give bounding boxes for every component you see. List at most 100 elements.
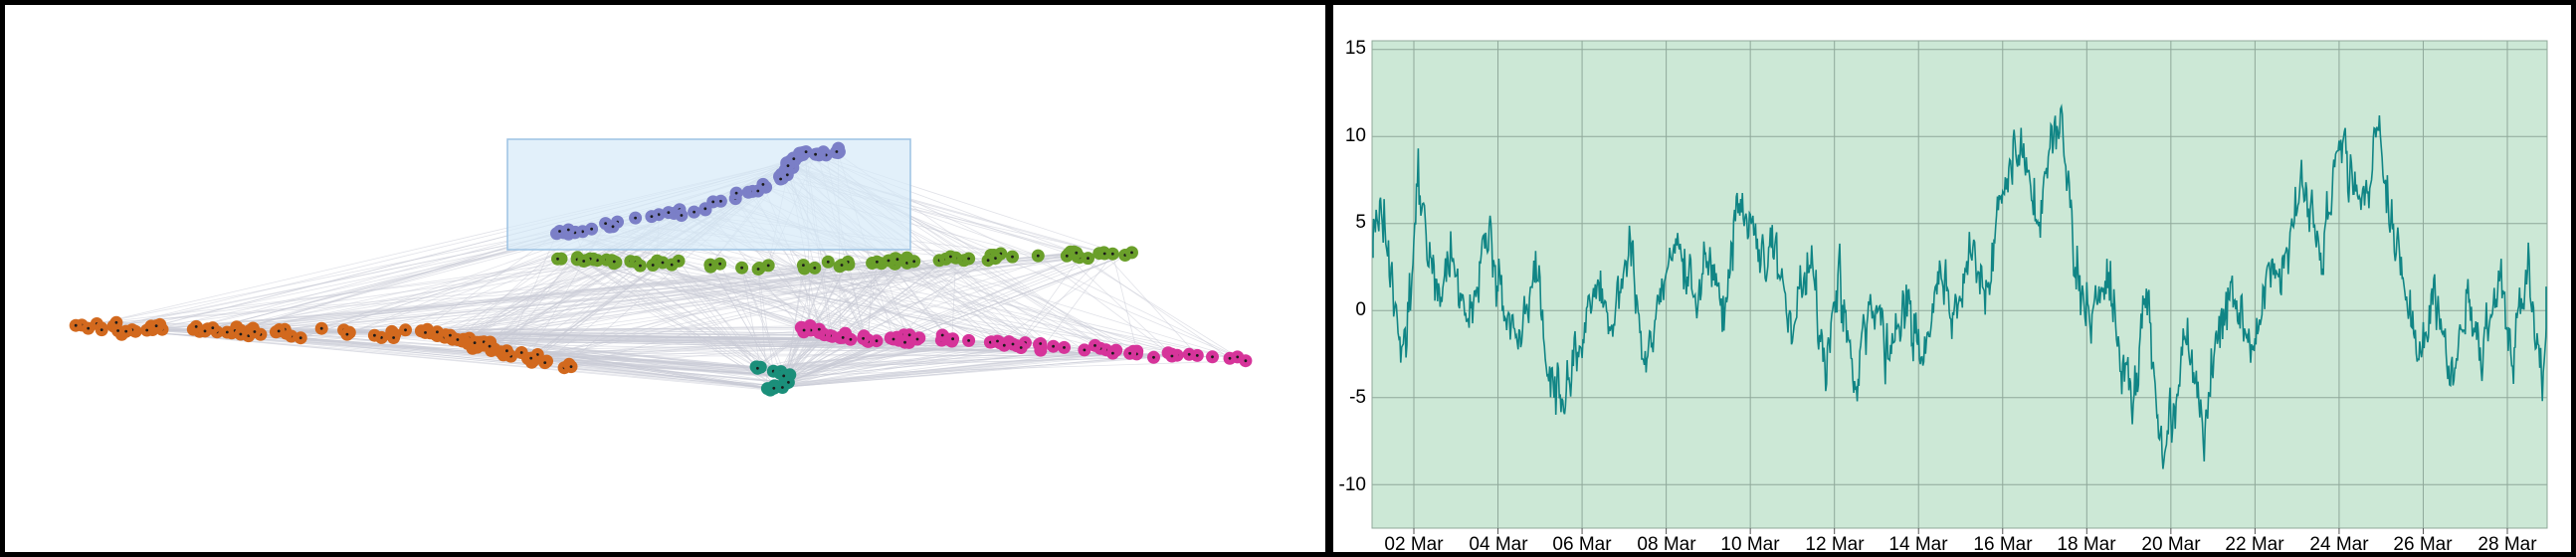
graph-edge	[789, 340, 878, 376]
graph-node-center	[892, 337, 895, 341]
graph-edge	[773, 260, 891, 389]
graph-edge	[773, 347, 1041, 372]
graph-node-center	[1052, 344, 1055, 348]
graph-edge	[803, 253, 1113, 331]
y-tick-label: -5	[1349, 387, 1366, 408]
graph-node-center	[87, 326, 91, 330]
graph-node-center	[558, 230, 561, 233]
x-tick-label: 20 Mar	[2141, 534, 2201, 552]
graph-node-center	[1170, 354, 1174, 358]
graph-node-center	[677, 260, 681, 263]
graph-edge	[614, 261, 811, 326]
graph-edge	[741, 268, 761, 368]
graph-node-center	[253, 330, 257, 333]
graph-node-center	[535, 353, 539, 356]
graph-node-center	[1087, 257, 1090, 260]
graph-node-center	[1152, 355, 1155, 359]
graph-edge	[421, 330, 825, 336]
graph-edge	[783, 360, 1246, 377]
graph-edge	[755, 260, 890, 368]
x-tick-label: 24 Mar	[2309, 534, 2369, 552]
graph-node-center	[114, 320, 118, 324]
graph-node-center	[835, 150, 839, 153]
graph-node-center	[345, 332, 349, 336]
y-tick-label: 10	[1345, 125, 1366, 146]
graph-edge	[773, 258, 969, 372]
graph-node-center	[611, 225, 615, 229]
graph-node-center	[657, 213, 661, 217]
x-tick-label: 12 Mar	[1805, 534, 1865, 552]
graph-edge	[1016, 253, 1105, 346]
graph-edge	[463, 340, 777, 387]
graph-edge	[782, 353, 1172, 388]
graph-node-center	[505, 349, 508, 353]
graph-node-center	[949, 255, 952, 259]
graph-edge	[789, 347, 1022, 376]
graph-node-center	[1002, 343, 1006, 347]
graph-edge	[822, 251, 1072, 334]
graph-edge	[757, 269, 774, 372]
horizontal-gridlines	[1372, 49, 2547, 485]
graph-node-center	[1063, 346, 1066, 349]
graph-node-center	[849, 337, 853, 341]
graph-node-center	[116, 329, 119, 332]
graph-node-center	[817, 327, 821, 331]
graph-edge	[465, 259, 594, 340]
graph-edge	[1111, 254, 1138, 352]
graph-node-center	[802, 328, 806, 332]
graph-node-center	[1111, 351, 1114, 355]
graph-edge	[755, 257, 907, 368]
graph-node-center	[582, 260, 586, 263]
graph-edge	[785, 340, 969, 378]
graph-edge	[998, 255, 1126, 342]
graph-node-center	[1011, 255, 1014, 259]
x-tick-label: 22 Mar	[2225, 534, 2284, 552]
graph-edge	[457, 256, 998, 340]
graph-node-center	[225, 330, 229, 334]
x-tick-label: 28 Mar	[2477, 534, 2537, 552]
x-tick-label: 26 Mar	[2393, 534, 2453, 552]
graph-node-center	[708, 263, 712, 267]
graph-edge	[803, 263, 873, 333]
graph-edge	[468, 332, 846, 344]
graph-node-center	[915, 337, 919, 341]
graph-node-center	[756, 366, 759, 370]
graph-node-center	[298, 336, 302, 340]
graph-edge	[450, 258, 558, 336]
graph-node-center	[1102, 252, 1106, 256]
graph-node-center	[639, 264, 642, 268]
graph-node-center	[1036, 254, 1040, 258]
graph-edge	[1077, 256, 1238, 358]
graph-node-center	[841, 336, 845, 339]
plot-background	[1371, 40, 2548, 529]
graph-node-center	[239, 332, 243, 336]
graph-node-center	[781, 386, 784, 389]
graph-node-center	[1130, 251, 1133, 255]
graph-edge	[577, 257, 790, 376]
graph-node-center	[529, 356, 533, 360]
graph-node-center	[124, 329, 128, 333]
graph-node-center	[734, 191, 738, 195]
series-line	[1372, 103, 2547, 469]
graph-node-center	[1211, 355, 1214, 359]
graph-edge	[828, 261, 1246, 362]
graph-edge	[253, 258, 594, 329]
graph-node-center	[876, 260, 879, 264]
graph-node-center	[1093, 344, 1096, 347]
graph-edge	[653, 265, 897, 338]
graph-node-center	[604, 222, 607, 226]
graph-node-center	[782, 374, 786, 378]
graph-edge	[557, 258, 777, 387]
graph-edge	[767, 350, 1137, 390]
graph-edge	[1103, 253, 1198, 356]
graph-edge	[779, 259, 898, 374]
graph-edge	[786, 265, 804, 379]
timeseries-chart-panel: 15 10 5 0 -5 -10 02 Mar 04 Mar 06 Mar 08…	[1333, 5, 2571, 552]
graph-edge	[898, 258, 969, 341]
graph-node-center	[840, 264, 844, 267]
graph-edge	[784, 352, 1113, 384]
graph-node-center	[569, 365, 573, 368]
graph-node-center	[99, 328, 103, 331]
graph-node-center	[802, 264, 805, 267]
graph-node-center	[786, 164, 790, 168]
